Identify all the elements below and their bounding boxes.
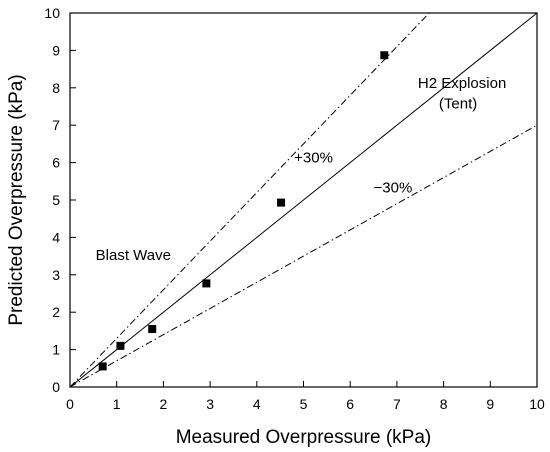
x-tick-label: 2 [160, 396, 168, 412]
data-point [148, 325, 157, 334]
y-tick-label: 0 [52, 379, 60, 395]
y-tick-label: 10 [44, 5, 60, 21]
reference-line-lower [69, 124, 538, 388]
y-tick-label: 1 [52, 342, 60, 358]
annotation-plus30: +30% [294, 150, 333, 167]
y-tick-label: 4 [52, 229, 60, 245]
y-axis-ticks: 0 1 2 3 4 5 6 7 8 9 10 [44, 5, 76, 395]
x-tick-label: 5 [300, 396, 308, 412]
x-tick-label: 8 [440, 396, 448, 412]
y-tick-label: 5 [52, 192, 60, 208]
data-point [380, 51, 389, 60]
x-axis-ticks: 0 1 2 3 4 5 6 7 8 9 10 [66, 381, 545, 412]
annotations: +30% −30% Blast Wave H2 Explosion (Tent) [96, 75, 507, 264]
x-tick-label: 4 [253, 396, 261, 412]
data-point [202, 279, 211, 288]
y-axis-label: Predicted Overpressure (kPa) [6, 74, 27, 325]
x-axis-label: Measured Overpressure (kPa) [176, 427, 432, 448]
y-tick-label: 3 [52, 267, 60, 283]
reference-line-equal [69, 12, 538, 388]
annotation-minus30: −30% [374, 180, 413, 197]
x-tick-label: 7 [393, 396, 401, 412]
data-point [277, 198, 286, 207]
y-tick-label: 7 [52, 117, 60, 133]
y-tick-label: 9 [52, 42, 60, 58]
data-points [98, 51, 389, 371]
x-tick-label: 3 [206, 396, 214, 412]
reference-line-upper [69, 12, 430, 388]
x-tick-label: 1 [113, 396, 121, 412]
annotation-h2b: (Tent) [439, 95, 477, 112]
annotation-blast: Blast Wave [96, 247, 171, 264]
y-tick-label: 8 [52, 80, 60, 96]
y-tick-label: 2 [52, 304, 60, 320]
data-point [116, 341, 125, 350]
x-tick-label: 10 [529, 396, 545, 412]
x-tick-label: 9 [486, 396, 494, 412]
data-point [98, 362, 107, 371]
x-tick-label: 0 [66, 396, 74, 412]
x-tick-label: 6 [346, 396, 354, 412]
y-tick-label: 6 [52, 155, 60, 171]
annotation-h2a: H2 Explosion [418, 75, 506, 92]
reference-lines [69, 12, 538, 388]
